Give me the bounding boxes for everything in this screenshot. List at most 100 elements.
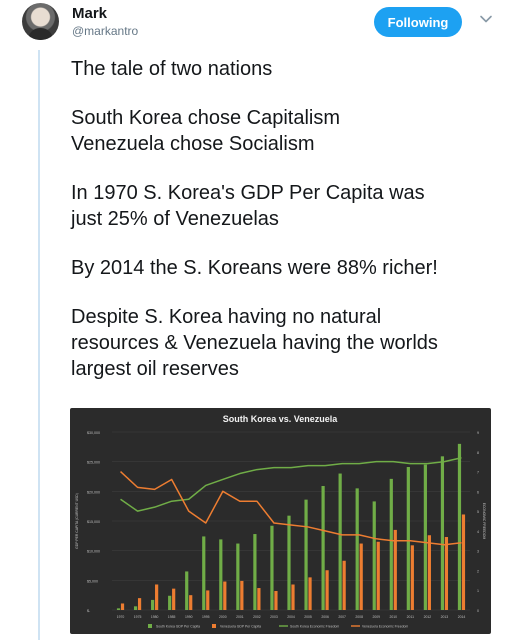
chart-bar bbox=[393, 529, 397, 610]
chart-y-tick-label: $25,000 bbox=[87, 461, 100, 465]
chart-bar bbox=[376, 541, 380, 610]
chart-x-tick-label: 2010 bbox=[390, 615, 398, 619]
chart-bar bbox=[304, 499, 308, 610]
chart-bar bbox=[270, 525, 274, 610]
chart-legend-swatch bbox=[148, 624, 152, 628]
tweet-line: Despite S. Korea having no natural bbox=[71, 306, 382, 328]
chart-bar bbox=[236, 543, 240, 610]
chart-y2-tick-label: 1 bbox=[477, 589, 479, 593]
chart-x-tick-label: 2007 bbox=[338, 615, 346, 619]
chart-y-tick-label: $5,000 bbox=[87, 579, 98, 583]
chart-bar bbox=[338, 473, 342, 610]
chart-bar bbox=[308, 577, 312, 610]
chart-bar bbox=[120, 603, 125, 610]
chart-legend-label: Venezuela Economic Freedom bbox=[362, 625, 408, 629]
chart-x-tick-label: 2001 bbox=[236, 615, 244, 619]
chart-x-tick-label: 1980 bbox=[151, 615, 159, 619]
chart-y2-tick-label: 4 bbox=[477, 530, 479, 534]
chart-x-tick-label: 2011 bbox=[407, 615, 414, 619]
chart-x-tick-label: 2002 bbox=[253, 615, 261, 619]
chart-bar bbox=[240, 580, 244, 610]
tweet-line: just 25% of Venezuelas bbox=[71, 208, 279, 230]
chart-x-tick-label: 1995 bbox=[202, 615, 210, 619]
tweet-media-chart[interactable]: South Korea vs. Venezuela $- $5,000 $10,000… bbox=[70, 408, 491, 634]
chart-series-line bbox=[120, 471, 462, 546]
chart-legend-swatch bbox=[212, 624, 216, 628]
user-display-name[interactable]: Mark bbox=[72, 5, 108, 22]
chart-bar bbox=[219, 539, 223, 610]
following-button[interactable]: Following bbox=[374, 7, 462, 37]
avatar[interactable] bbox=[22, 3, 59, 40]
chart-bar bbox=[223, 581, 227, 610]
chart-bar bbox=[151, 599, 155, 610]
chart-legend-label: South Korea Economic Freedom bbox=[290, 625, 339, 629]
chart-y-tick-label: $15,000 bbox=[87, 520, 100, 524]
chart-bar bbox=[355, 488, 359, 610]
chart-bar bbox=[133, 606, 138, 610]
chart-x-tick-label: 2008 bbox=[355, 615, 363, 619]
chart-x-tick-label: 1985 bbox=[168, 615, 176, 619]
chart-bar bbox=[189, 595, 193, 610]
tweet-line: resources & Venezuela having the worlds bbox=[71, 332, 438, 354]
chart-bar bbox=[206, 590, 210, 610]
user-handle[interactable]: @markantro bbox=[72, 24, 139, 38]
chart-y2-tick-label: 0 bbox=[477, 609, 479, 613]
chart-bar bbox=[257, 588, 261, 610]
chart-y2-tick-label: 8 bbox=[477, 451, 479, 455]
chart-x-tick-label: 2014 bbox=[458, 615, 466, 619]
chart-y2-axis-label: ECONOMIC FREEDOM bbox=[482, 503, 486, 540]
tweet-paragraph: South Korea chose Capitalism Venezuela ch… bbox=[71, 105, 511, 157]
chart-x-tick-label: 2009 bbox=[372, 615, 380, 619]
tweet-text: The tale of two nations South Korea chose… bbox=[71, 56, 511, 405]
chart-x-tick-label: 1970 bbox=[117, 615, 125, 619]
chart-legend-label: South Korea GDP Per Capita bbox=[156, 625, 200, 629]
chart-y2-tick-label: 6 bbox=[477, 490, 479, 494]
chart-x-tick-label: 2004 bbox=[287, 615, 295, 619]
chart-bar bbox=[185, 571, 189, 610]
tweet-paragraph: In 1970 S. Korea's GDP Per Capita was jus… bbox=[71, 180, 511, 232]
chart-bar bbox=[168, 595, 172, 610]
thread-line bbox=[38, 50, 40, 640]
tweet-line: The tale of two nations bbox=[71, 58, 273, 80]
tweet-line: Venezuela chose Socialism bbox=[71, 133, 315, 155]
chart-bar bbox=[274, 591, 278, 610]
chart-legend-label: Venezuela GDP Per Capita bbox=[220, 625, 261, 629]
chart-bar bbox=[457, 443, 462, 610]
chart-bar bbox=[291, 584, 295, 610]
chart-bar bbox=[410, 545, 414, 610]
chevron-down-icon[interactable] bbox=[479, 12, 493, 26]
chart-bar bbox=[389, 478, 393, 610]
chart-bar bbox=[440, 456, 445, 610]
tweet-line: By 2014 the S. Koreans were 88% richer! bbox=[71, 257, 438, 279]
chart-y-axis-label: GDP PER CAPITA (CURRENT USD) bbox=[75, 493, 79, 549]
chart-bar bbox=[321, 485, 325, 610]
chart-y-tick-label: $10,000 bbox=[87, 550, 100, 554]
chart-y2-tick-label: 2 bbox=[477, 569, 479, 573]
tweet-paragraph: By 2014 the S. Koreans were 88% richer! bbox=[71, 255, 511, 281]
chart: South Korea vs. Venezuela $- $5,000 $10,000… bbox=[75, 414, 486, 629]
chart-y-tick-label: $- bbox=[87, 609, 91, 613]
chart-bar bbox=[423, 464, 427, 610]
chart-bar bbox=[444, 537, 449, 610]
chart-x-tick-label: 2006 bbox=[321, 615, 329, 619]
chart-title: South Korea vs. Venezuela bbox=[223, 414, 339, 424]
chart-x-tick-label: 2003 bbox=[270, 615, 278, 619]
chart-y2-tick-label: 3 bbox=[477, 550, 479, 554]
chart-series-line bbox=[120, 456, 462, 512]
chart-y-tick-label: $30,000 bbox=[87, 431, 100, 435]
chart-x-tick-label: 2000 bbox=[219, 615, 227, 619]
tweet-paragraph: The tale of two nations bbox=[71, 56, 511, 82]
chart-bar bbox=[202, 536, 206, 610]
tweet-line: In 1970 S. Korea's GDP Per Capita was bbox=[71, 182, 425, 204]
chart-bar bbox=[427, 535, 431, 610]
chart-bar bbox=[461, 514, 466, 610]
chart-bar bbox=[287, 515, 291, 610]
tweet-line: largest oil reserves bbox=[71, 358, 239, 380]
tweet-paragraph: Despite S. Korea having no natural resour… bbox=[71, 304, 511, 382]
chart-bar bbox=[253, 534, 257, 610]
chart-bar bbox=[359, 543, 363, 610]
chart-x-tick-label: 2005 bbox=[304, 615, 312, 619]
chart-x-tick-label: 2012 bbox=[424, 615, 432, 619]
chart-y-tick-label: $20,000 bbox=[87, 490, 100, 494]
chart-x-tick-label: 1975 bbox=[134, 615, 142, 619]
